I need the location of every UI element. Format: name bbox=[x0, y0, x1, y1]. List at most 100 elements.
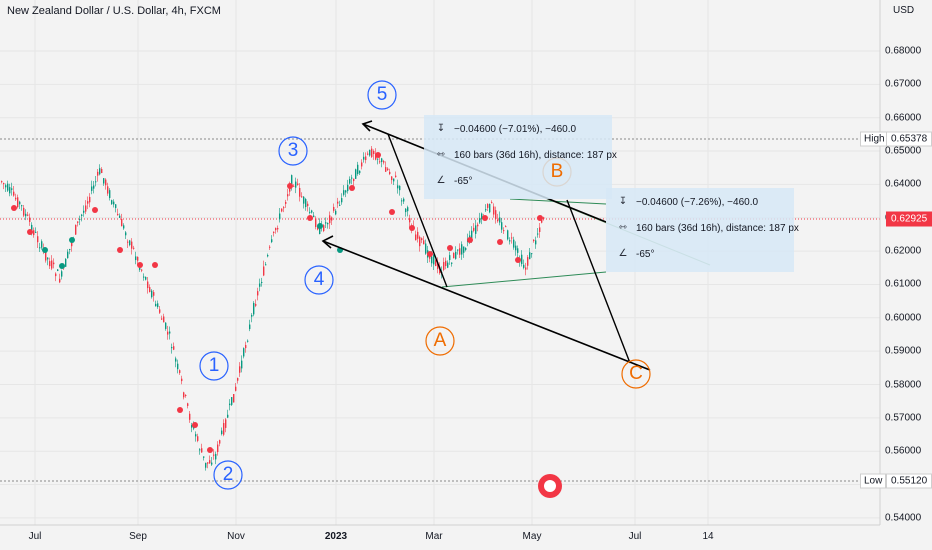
wave-label-3[interactable]: 3 bbox=[287, 140, 299, 161]
currency-label[interactable]: USD bbox=[893, 5, 915, 16]
candle-body bbox=[173, 346, 175, 350]
candle-body bbox=[47, 257, 49, 260]
candle-body bbox=[479, 218, 481, 223]
candle-body bbox=[185, 394, 187, 396]
candle-body bbox=[195, 434, 197, 437]
candle-body bbox=[285, 201, 287, 204]
price-tick: 0.67000 bbox=[885, 78, 922, 90]
candle-body bbox=[55, 273, 57, 277]
candle-body bbox=[355, 169, 357, 179]
candle-body bbox=[277, 227, 279, 230]
time-tick: May bbox=[522, 531, 542, 542]
candle-body bbox=[331, 217, 333, 221]
time-tick: Jul bbox=[28, 531, 42, 542]
candle-body bbox=[121, 219, 123, 227]
candle-body bbox=[171, 347, 173, 349]
signal-dot bbox=[307, 215, 313, 221]
candle-body bbox=[399, 185, 401, 191]
signal-dot bbox=[69, 237, 75, 243]
candle-body bbox=[169, 331, 171, 334]
candle-body bbox=[447, 262, 449, 268]
candle-body bbox=[327, 222, 329, 225]
candle-body bbox=[299, 187, 301, 197]
candle-body bbox=[11, 188, 13, 190]
candlesticks bbox=[1, 145, 545, 471]
economic-events-flag-icon[interactable] bbox=[538, 474, 562, 498]
candle-body bbox=[531, 253, 533, 255]
candle-body bbox=[377, 158, 379, 160]
candle-body bbox=[255, 303, 257, 306]
wave-3-circle bbox=[278, 136, 308, 166]
wave-label-2[interactable]: 2 bbox=[222, 464, 234, 485]
candle-body bbox=[243, 348, 245, 357]
measure-info-box-2[interactable]: ↧ −0.04600 (−7.26%), −460.0 ⇿ 160 bars (… bbox=[606, 188, 799, 272]
candle-body bbox=[223, 423, 225, 435]
high-price-tag: 0.65378 bbox=[886, 131, 932, 147]
wave-label-c[interactable]: C bbox=[629, 363, 643, 384]
candle-body bbox=[423, 240, 425, 245]
candle-body bbox=[533, 239, 535, 242]
candle-body bbox=[529, 252, 531, 260]
candle-body bbox=[347, 184, 349, 192]
wave-label-4[interactable]: 4 bbox=[313, 269, 325, 290]
candle-body bbox=[381, 158, 383, 162]
candle-body bbox=[455, 251, 457, 259]
wave-label-1[interactable]: 1 bbox=[208, 355, 220, 376]
candle-body bbox=[389, 171, 391, 175]
candle-body bbox=[465, 248, 467, 250]
candle-body bbox=[207, 462, 209, 464]
candle-body bbox=[205, 462, 207, 468]
candle-body bbox=[117, 213, 119, 216]
candle-body bbox=[37, 236, 39, 243]
signal-dot bbox=[42, 247, 48, 253]
candle-body bbox=[517, 248, 519, 253]
candle-body bbox=[147, 281, 149, 289]
candle-body bbox=[27, 214, 29, 216]
signal-dot bbox=[482, 215, 488, 221]
candle-body bbox=[179, 370, 181, 373]
flag-inner-dot bbox=[544, 480, 556, 492]
candle-body bbox=[183, 392, 185, 398]
candle-body bbox=[67, 251, 69, 259]
wave-label-b[interactable]: B bbox=[550, 161, 564, 182]
candle-body bbox=[105, 179, 107, 186]
candle-body bbox=[175, 358, 177, 362]
candle-body bbox=[115, 204, 117, 208]
measure-price-change: −0.04600 (−7.26%), −460.0 bbox=[636, 197, 759, 208]
candle-body bbox=[421, 238, 423, 241]
candle-body bbox=[227, 414, 229, 418]
candle-body bbox=[283, 207, 285, 209]
wave-label-a[interactable]: A bbox=[433, 330, 447, 351]
candle-body bbox=[21, 205, 23, 207]
candle-body bbox=[437, 261, 439, 270]
arrow-head-bottom bbox=[321, 235, 334, 249]
price-tick: 0.62000 bbox=[885, 245, 922, 257]
candle-body bbox=[361, 162, 363, 167]
candle-body bbox=[363, 156, 365, 160]
candle-body bbox=[359, 170, 361, 174]
candle-body bbox=[383, 161, 385, 163]
candle-body bbox=[17, 197, 19, 208]
candle-body bbox=[83, 210, 85, 213]
candle-body bbox=[189, 413, 191, 420]
candle-body bbox=[513, 239, 515, 248]
candle-body bbox=[543, 217, 545, 219]
candle-body bbox=[261, 281, 263, 284]
candle-body bbox=[349, 179, 351, 184]
symbol-title[interactable]: New Zealand Dollar / U.S. Dollar, 4h, FX… bbox=[7, 5, 221, 17]
candle-body bbox=[523, 264, 525, 268]
candle-body bbox=[161, 318, 163, 320]
time-tick: Nov bbox=[227, 531, 245, 542]
candle-body bbox=[225, 419, 227, 428]
signal-dot bbox=[92, 207, 98, 213]
price-tick: 0.61000 bbox=[885, 278, 922, 290]
candle-body bbox=[443, 262, 445, 270]
candle-body bbox=[229, 403, 231, 406]
wave-4-circle bbox=[304, 265, 334, 295]
angle-icon: ∠ bbox=[618, 248, 628, 259]
candle-body bbox=[511, 237, 513, 239]
wave-label-5[interactable]: 5 bbox=[376, 84, 388, 105]
measure-info-box-1[interactable]: ↧ −0.04600 (−7.01%), −460.0 ⇿ 160 bars (… bbox=[424, 115, 617, 199]
